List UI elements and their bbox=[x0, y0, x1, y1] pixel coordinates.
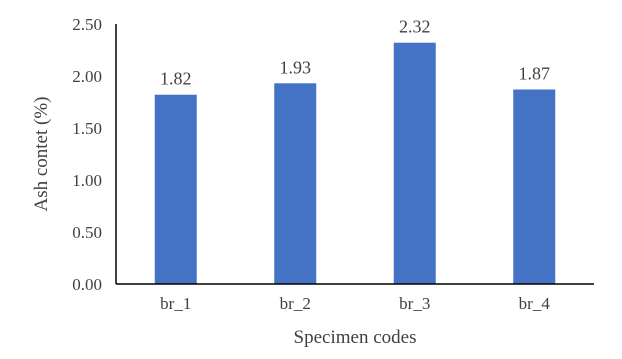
y-tick-label: 0.50 bbox=[72, 223, 102, 242]
data-label: 2.32 bbox=[399, 17, 431, 37]
x-axis-title: Specimen codes bbox=[294, 327, 417, 348]
x-tick-label: br_1 bbox=[160, 294, 191, 313]
data-label: 1.87 bbox=[519, 64, 551, 84]
x-axis-ticks: br_1 br_2 br_3 br_4 bbox=[160, 294, 550, 313]
bars bbox=[154, 42, 556, 285]
x-tick-label: br_4 bbox=[519, 294, 551, 313]
bar-br_1 bbox=[154, 94, 197, 284]
y-tick-label: 2.50 bbox=[72, 15, 102, 34]
bar-br_2 bbox=[274, 83, 317, 284]
y-axis-title: Ash contet (%) bbox=[31, 96, 52, 211]
y-axis-ticks: 0.00 0.50 1.00 1.50 2.00 2.50 bbox=[72, 15, 102, 294]
y-tick-label: 1.00 bbox=[72, 171, 102, 190]
data-label: 1.93 bbox=[280, 57, 312, 77]
data-label: 1.82 bbox=[160, 69, 192, 89]
x-tick-label: br_3 bbox=[399, 294, 430, 313]
bar-br_4 bbox=[513, 89, 556, 285]
y-tick-label: 1.50 bbox=[72, 119, 102, 138]
data-labels: 1.82 1.93 2.32 1.87 bbox=[160, 17, 550, 89]
y-tick-label: 0.00 bbox=[72, 275, 102, 294]
y-tick-label: 2.00 bbox=[72, 67, 102, 86]
bar-br_3 bbox=[393, 42, 436, 284]
x-tick-label: br_2 bbox=[280, 294, 311, 313]
